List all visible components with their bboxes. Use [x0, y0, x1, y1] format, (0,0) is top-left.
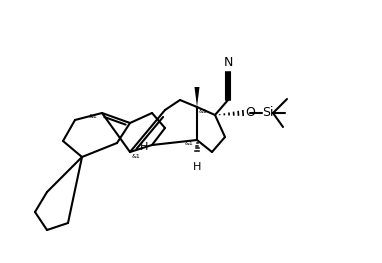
Text: Si: Si — [262, 107, 274, 119]
Text: O: O — [245, 107, 255, 119]
Text: &1: &1 — [199, 109, 208, 114]
Text: &1: &1 — [132, 154, 141, 159]
Polygon shape — [194, 87, 199, 107]
Text: &1: &1 — [185, 141, 194, 146]
Text: H: H — [193, 162, 201, 172]
Text: N: N — [223, 56, 233, 69]
Text: H: H — [140, 142, 148, 152]
Text: &1: &1 — [89, 114, 98, 119]
